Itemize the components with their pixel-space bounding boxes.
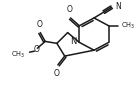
Text: O: O	[54, 69, 60, 78]
Text: CH$_3$: CH$_3$	[121, 21, 136, 31]
Text: O: O	[36, 20, 42, 29]
Text: O: O	[67, 5, 73, 14]
Text: CH$_3$: CH$_3$	[11, 50, 26, 60]
Text: N: N	[116, 2, 121, 11]
Text: O: O	[33, 45, 39, 54]
Text: N: N	[70, 37, 76, 46]
